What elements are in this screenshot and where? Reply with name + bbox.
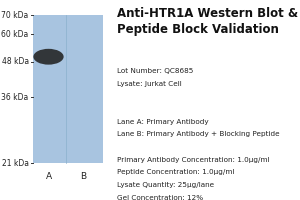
Text: 70 kDa: 70 kDa: [2, 11, 29, 20]
Text: A: A: [45, 172, 52, 181]
Text: Lane B: Primary Antibody + Blocking Peptide: Lane B: Primary Antibody + Blocking Pept…: [117, 131, 280, 137]
Text: Anti-HTR1A Western Blot &
Peptide Block Validation: Anti-HTR1A Western Blot & Peptide Block …: [117, 7, 298, 36]
FancyBboxPatch shape: [33, 15, 103, 163]
Text: Lysate Quantity: 25μg/lane: Lysate Quantity: 25μg/lane: [117, 182, 214, 188]
Text: 36 kDa: 36 kDa: [2, 93, 29, 102]
Text: Lysate: Jurkat Cell: Lysate: Jurkat Cell: [117, 81, 182, 87]
Text: 60 kDa: 60 kDa: [2, 30, 29, 39]
Text: B: B: [80, 172, 86, 181]
Text: 48 kDa: 48 kDa: [2, 57, 29, 66]
Text: Gel Concentration: 12%: Gel Concentration: 12%: [117, 195, 203, 200]
Text: Peptide Concentration: 1.0μg/ml: Peptide Concentration: 1.0μg/ml: [117, 169, 235, 175]
Text: Lot Number: QC8685: Lot Number: QC8685: [117, 68, 194, 74]
Text: 21 kDa: 21 kDa: [2, 159, 29, 168]
Ellipse shape: [33, 49, 64, 65]
Text: Lane A: Primary Antibody: Lane A: Primary Antibody: [117, 119, 209, 125]
Text: Primary Antibody Concentration: 1.0μg/ml: Primary Antibody Concentration: 1.0μg/ml: [117, 157, 270, 163]
